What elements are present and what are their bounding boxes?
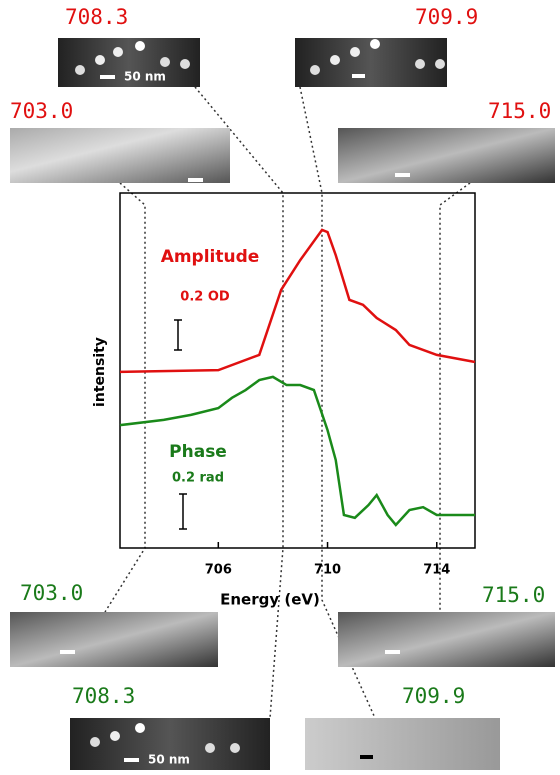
image-label: 708.3 <box>72 684 135 708</box>
plot-frame <box>119 192 476 549</box>
connector <box>194 86 284 719</box>
scale-label: 50 nm <box>124 70 166 84</box>
annotation: 0.2 OD <box>180 290 230 305</box>
image: 50 nm <box>58 38 200 87</box>
scale-label: 50 nm <box>148 753 190 767</box>
series-label: Phase <box>169 442 227 462</box>
y-axis-label: intensity <box>92 337 108 407</box>
connector <box>104 182 146 613</box>
scale-bar <box>174 319 182 351</box>
data-line <box>119 375 475 527</box>
image <box>295 38 447 87</box>
x-tick-label: 710 <box>314 563 341 578</box>
image-label: 715.0 <box>488 99 551 123</box>
scale-bar <box>179 493 187 530</box>
image <box>338 128 555 183</box>
annotation: 0.2 rad <box>172 471 224 486</box>
connector <box>299 86 376 719</box>
image <box>338 612 555 667</box>
image-label: 708.3 <box>65 5 128 29</box>
x-axis-label: Energy (eV) <box>220 591 320 609</box>
data-line <box>119 228 476 374</box>
image <box>10 612 218 667</box>
image-label: 709.9 <box>415 5 478 29</box>
image: 50 nm <box>70 718 270 770</box>
x-tick-label: 706 <box>205 563 232 578</box>
series-label: Amplitude <box>161 247 260 267</box>
image-label: 703.0 <box>20 581 83 605</box>
x-tick-label: 714 <box>423 563 450 578</box>
image <box>305 718 500 770</box>
image-label: 703.0 <box>10 99 73 123</box>
image-label: 709.9 <box>402 684 465 708</box>
image-label: 715.0 <box>482 583 545 607</box>
image <box>10 128 230 183</box>
